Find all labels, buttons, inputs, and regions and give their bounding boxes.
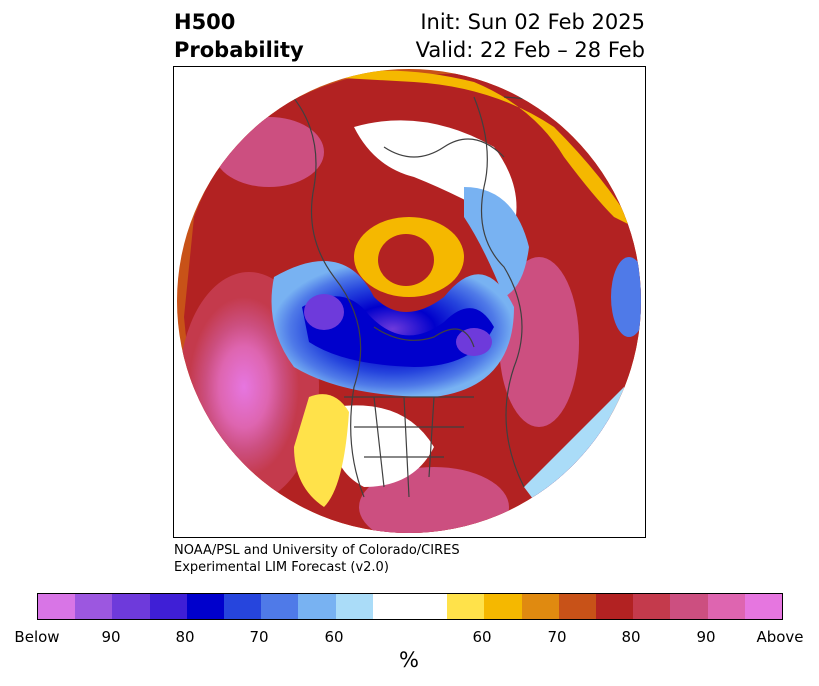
neutral-south <box>332 405 434 487</box>
below-east-tail <box>464 187 529 297</box>
colorbar-tick-label: 90 <box>101 628 121 646</box>
title-variable: H500 Probability <box>174 8 304 64</box>
init-date: Init: Sun 02 Feb 2025 <box>420 10 645 34</box>
colorbar-tick-label: 80 <box>175 628 195 646</box>
title-line-quantity: Probability <box>174 38 304 62</box>
colorbar-segment <box>335 594 373 619</box>
colorbar-segment <box>372 594 411 619</box>
below-east-edge <box>611 257 641 337</box>
below-southeast-edge <box>524 387 634 507</box>
title-line-variable: H500 <box>174 10 236 34</box>
above-north-gold <box>324 70 634 227</box>
colorbar-segment <box>112 594 150 619</box>
colorbar-tick-label: 90 <box>696 628 716 646</box>
colorbar-tick-label: 80 <box>621 628 641 646</box>
credit-text: NOAA/PSL and University of Colorado/CIRE… <box>174 542 460 576</box>
colorbar-segment <box>596 594 634 619</box>
colorbar-segment <box>149 594 187 619</box>
colorbar-segment <box>744 594 783 619</box>
colorbar-segment <box>75 594 113 619</box>
credit-line-model: Experimental LIM Forecast (v2.0) <box>174 560 389 575</box>
colorbar-tick-label: 70 <box>547 628 567 646</box>
colorbar-segment <box>707 594 745 619</box>
colorbar-tick-label: 60 <box>324 628 344 646</box>
credit-line-org: NOAA/PSL and University of Colorado/CIRE… <box>174 543 460 558</box>
colorbar-segment <box>447 594 485 619</box>
map-canvas <box>177 69 641 533</box>
colorbar-segment <box>558 594 597 619</box>
probability-colorbar <box>37 593 783 620</box>
colorbar-tick-label: 60 <box>472 628 492 646</box>
colorbar-segment <box>224 594 262 619</box>
colorbar-segment <box>298 594 336 619</box>
above-southwest-yellow <box>294 394 349 507</box>
pole-red <box>378 234 434 286</box>
below-west-max <box>304 294 344 330</box>
above-east-core <box>499 257 579 427</box>
title-dates: Init: Sun 02 Feb 2025 Valid: 22 Feb – 28… <box>416 8 645 64</box>
colorbar-unit-label: % <box>399 648 419 672</box>
valid-range: Valid: 22 Feb – 28 Feb <box>415 38 645 62</box>
colorbar-tick-label: Below <box>14 628 60 646</box>
colorbar-segment <box>484 594 522 619</box>
colorbar-segment <box>261 594 299 619</box>
map-disk <box>177 69 641 533</box>
colorbar-segment <box>521 594 559 619</box>
colorbar-segment <box>38 594 76 619</box>
probability-map <box>173 66 646 538</box>
colorbar-tick-label: 70 <box>249 628 269 646</box>
below-core <box>302 296 494 367</box>
colorbar-segment <box>186 594 225 619</box>
colorbar-segment <box>410 594 448 619</box>
above-north-patch <box>214 117 324 187</box>
colorbar-segment <box>670 594 708 619</box>
colorbar-segment <box>633 594 671 619</box>
colorbar-tick-label: Above <box>756 628 804 646</box>
below-horseshoe <box>271 261 514 397</box>
below-east-max <box>456 328 492 356</box>
